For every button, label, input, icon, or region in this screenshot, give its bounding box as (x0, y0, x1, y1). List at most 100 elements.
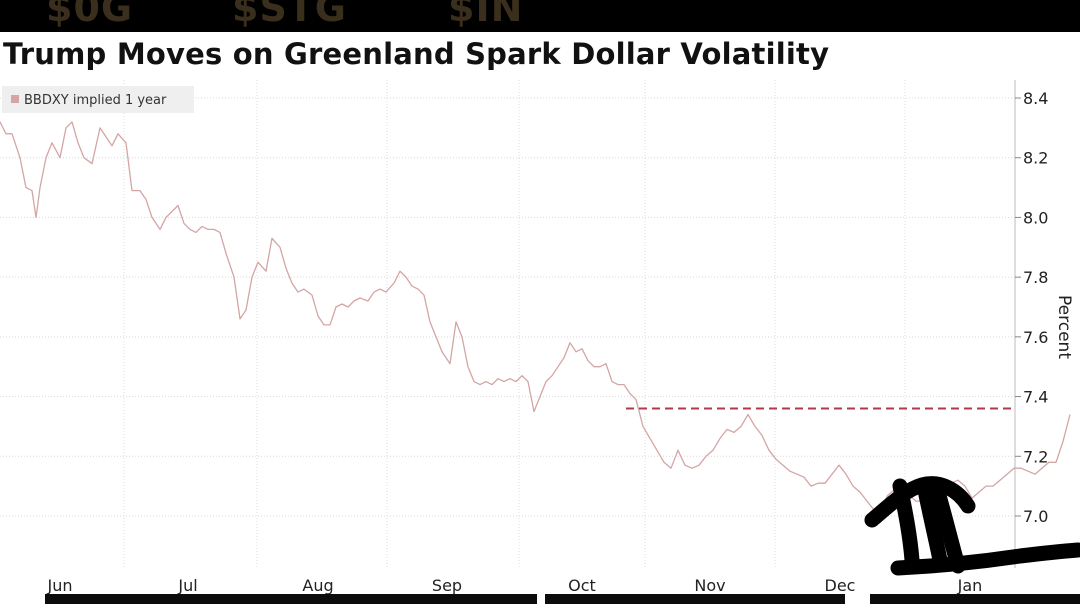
y-axis-label: Percent (1054, 295, 1074, 359)
grid (0, 80, 1015, 568)
data-point (77, 142, 79, 144)
y-tick-label: 8.4 (1023, 89, 1048, 108)
data-point (985, 485, 987, 487)
data-point (19, 157, 21, 159)
legend: BBDXY implied 1 year (2, 86, 194, 113)
data-point (405, 276, 407, 278)
data-point (810, 485, 812, 487)
data-point (775, 458, 777, 460)
data-point (83, 157, 85, 159)
data-point (91, 163, 93, 165)
data-point (35, 217, 37, 218)
data-point (1027, 470, 1029, 472)
data-point (171, 211, 173, 212)
data-point (233, 276, 235, 278)
data-point (461, 336, 463, 338)
data-point (1062, 441, 1064, 442)
data-point (165, 217, 167, 218)
data-point (852, 485, 854, 487)
data-point (341, 303, 343, 305)
data-point (1020, 467, 1022, 469)
data-point (279, 246, 281, 248)
data-point (213, 229, 215, 230)
y-tick-label: 8.2 (1023, 149, 1048, 168)
data-point (435, 336, 437, 338)
scribble-stroke (890, 542, 1080, 576)
data-point (385, 291, 387, 293)
data-point (1041, 467, 1043, 469)
data-point (684, 464, 686, 466)
data-point (740, 426, 742, 427)
data-point (623, 384, 625, 385)
data-point (999, 479, 1001, 481)
data-point (656, 449, 658, 451)
data-point (105, 136, 107, 138)
scribble-annotation (864, 476, 1080, 576)
data-point (467, 366, 469, 368)
y-tick-label: 7.4 (1023, 388, 1048, 407)
data-point (291, 282, 293, 284)
data-point (747, 414, 749, 415)
data-point (845, 473, 847, 475)
data-point (563, 357, 565, 359)
data-point (677, 449, 679, 451)
ticker-in: $IN (448, 0, 524, 30)
data-point (117, 133, 119, 135)
data-point (521, 375, 523, 377)
data-point (303, 288, 305, 290)
data-point (761, 435, 763, 436)
x-tick-label: Nov (694, 576, 725, 595)
scribble-stroke (892, 478, 920, 568)
data-point (670, 467, 672, 469)
data-point (373, 291, 375, 293)
data-point (189, 229, 191, 230)
x-tick-label: Dec (825, 576, 856, 595)
data-point (225, 252, 227, 254)
y-tick-label: 7.0 (1023, 507, 1048, 526)
data-point (323, 324, 325, 326)
ticker-stg: $STG (232, 0, 347, 30)
data-point (219, 232, 221, 233)
data-point (245, 309, 247, 311)
data-point (859, 491, 861, 493)
data-point (441, 351, 443, 353)
data-point (329, 324, 331, 326)
data-point (455, 321, 457, 323)
data-point (978, 491, 980, 493)
data-point (964, 485, 966, 487)
data-point (393, 282, 395, 284)
data-point (611, 381, 613, 382)
data-point (915, 500, 917, 502)
bottom-strip-block (870, 594, 1080, 604)
data-point (992, 485, 994, 487)
legend-swatch (11, 95, 19, 103)
data-point (51, 142, 53, 144)
data-point (719, 438, 721, 439)
data-point (587, 360, 589, 362)
data-point (399, 270, 401, 272)
data-point (726, 429, 728, 430)
data-point (497, 378, 499, 380)
data-point (201, 226, 203, 227)
data-point (39, 187, 41, 189)
data-point (411, 285, 413, 287)
data-point (866, 500, 868, 502)
y-tick-label: 8.0 (1023, 208, 1048, 227)
data-point (473, 381, 475, 382)
data-point (347, 306, 349, 308)
data-point (503, 381, 505, 382)
y-tick-label: 7.2 (1023, 447, 1048, 466)
data-point (125, 142, 127, 144)
data-point (449, 363, 451, 365)
x-tick-label: Aug (302, 576, 333, 595)
x-tick-label: Jun (47, 576, 73, 595)
x-axis: Jun Jul Aug Sep Oct Nov Dec Jan (47, 576, 983, 595)
data-point (359, 297, 361, 299)
data-point (45, 157, 47, 159)
data-point (145, 199, 147, 200)
data-point (11, 133, 13, 135)
ticker-bar: $0G $STG $IN (0, 0, 1080, 32)
data-point (71, 121, 73, 123)
x-tick-label: Jul (177, 576, 197, 595)
